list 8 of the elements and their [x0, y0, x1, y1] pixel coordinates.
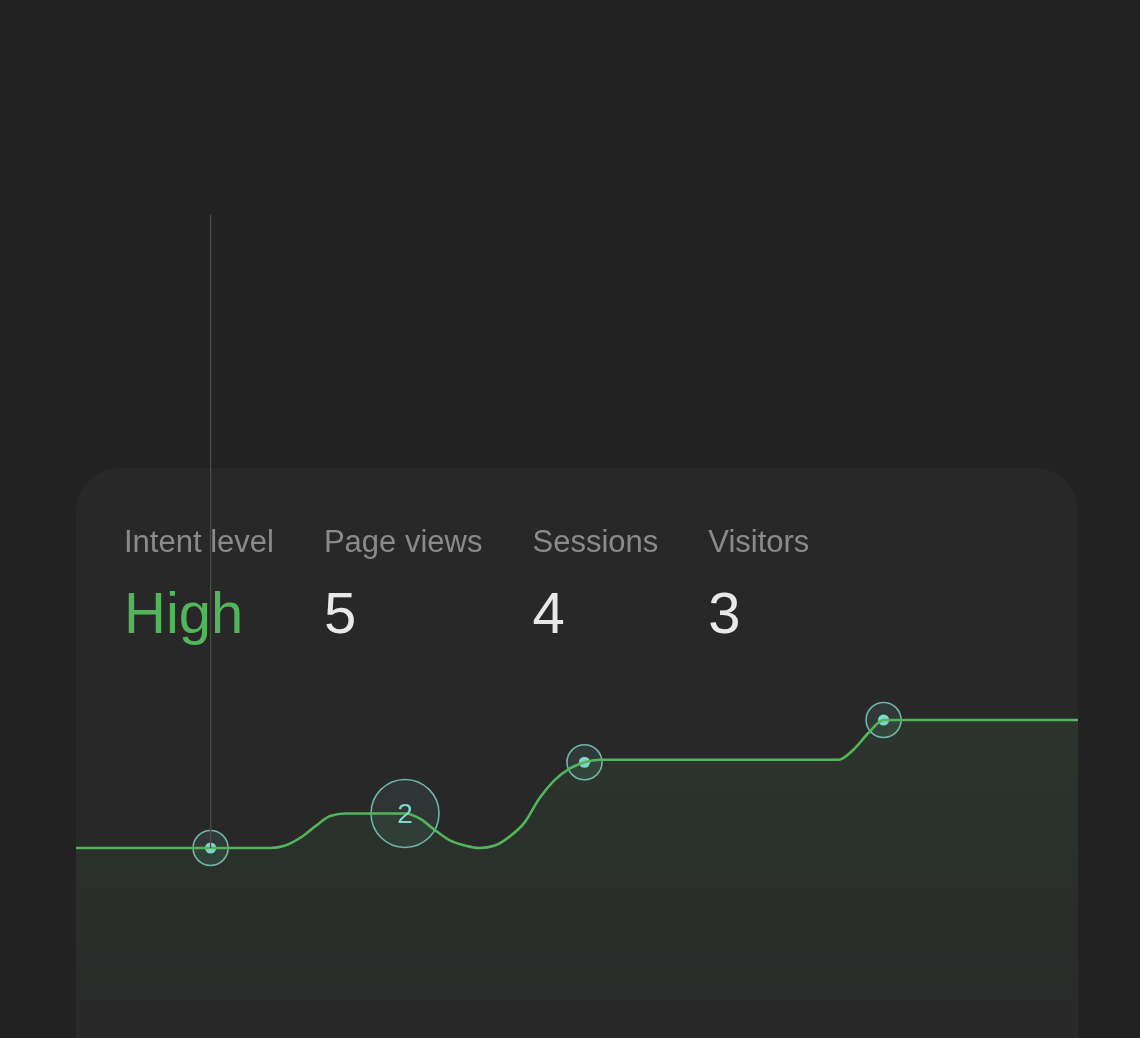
- text: 5: [323, 580, 358, 645]
- text: 3: [708, 580, 742, 645]
- text: Page views: [323, 524, 483, 559]
- text: 4: [532, 580, 566, 645]
- text: Sessions: [532, 524, 659, 559]
- text: High: [124, 580, 245, 645]
- text: Visitors: [708, 524, 810, 559]
- text: Intent level: [124, 524, 274, 559]
